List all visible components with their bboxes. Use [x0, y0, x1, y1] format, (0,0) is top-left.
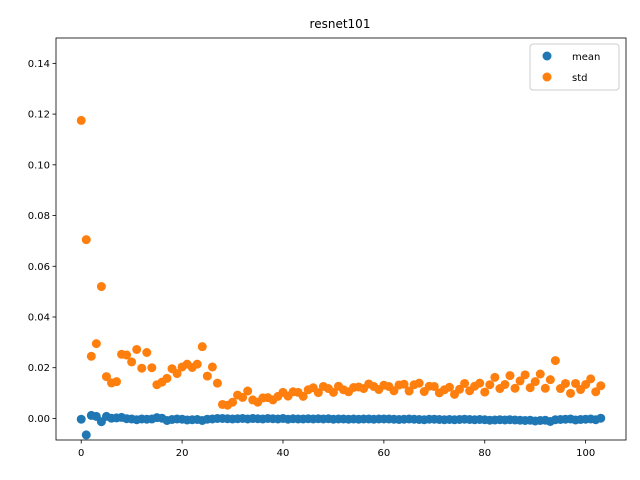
y-tick-label: 0.00 — [28, 414, 50, 425]
y-axis: 0.00 0.02 0.04 0.06 0.08 0.10 0.12 0.14 — [28, 59, 56, 425]
legend-marker-std — [542, 72, 552, 82]
std-point — [122, 350, 132, 360]
std-point — [76, 115, 86, 125]
std-point — [162, 373, 172, 383]
std-point — [566, 388, 576, 398]
legend-label-mean: mean — [572, 52, 600, 63]
std-point — [485, 380, 495, 390]
std-point — [535, 369, 545, 379]
std-point — [238, 392, 248, 402]
std-point — [112, 377, 122, 387]
std-point — [101, 372, 111, 382]
x-tick-label: 60 — [378, 448, 391, 459]
x-tick-label: 0 — [78, 448, 84, 459]
std-point — [81, 235, 91, 245]
y-tick-label: 0.12 — [28, 110, 50, 121]
std-point — [192, 359, 202, 369]
std-point — [540, 383, 550, 393]
std-point — [142, 347, 152, 357]
std-point — [328, 387, 338, 397]
y-tick-label: 0.08 — [28, 211, 50, 222]
std-point — [596, 381, 606, 391]
std-point — [515, 376, 525, 386]
std-point — [228, 397, 238, 407]
mean-point — [596, 413, 606, 423]
std-point — [298, 391, 308, 401]
x-tick-label: 20 — [176, 448, 189, 459]
std-point — [404, 386, 414, 396]
std-point — [197, 342, 207, 352]
std-point — [500, 379, 510, 389]
std-point — [510, 383, 520, 393]
mean-point — [76, 414, 86, 424]
y-tick-label: 0.06 — [28, 262, 50, 273]
std-point — [86, 351, 96, 361]
std-point — [202, 371, 212, 381]
series-mean — [76, 410, 606, 440]
series-std — [76, 115, 606, 410]
chart-title: resnet101 — [310, 17, 371, 31]
legend-box — [529, 43, 620, 91]
x-axis: 0 20 40 60 80 100 — [78, 440, 595, 459]
std-point — [505, 371, 515, 381]
std-point — [480, 387, 490, 397]
std-point — [147, 363, 157, 373]
y-tick-label: 0.10 — [28, 160, 50, 171]
legend: mean std — [529, 43, 620, 91]
std-point — [530, 377, 540, 387]
axes-frame — [55, 37, 627, 441]
plot-area — [56, 38, 626, 440]
std-point — [455, 384, 465, 394]
x-tick-label: 40 — [277, 448, 290, 459]
std-point — [127, 357, 137, 367]
x-tick-label: 80 — [478, 448, 491, 459]
std-point — [571, 378, 581, 388]
std-point — [550, 356, 560, 366]
y-tick-label: 0.02 — [28, 363, 50, 374]
std-point — [96, 282, 106, 292]
std-point — [475, 378, 485, 388]
std-point — [389, 386, 399, 396]
std-point — [591, 387, 601, 397]
std-point — [429, 381, 439, 391]
std-point — [444, 382, 454, 392]
std-point — [207, 362, 217, 372]
std-point — [243, 386, 253, 396]
legend-label-std: std — [572, 73, 587, 84]
legend-marker-mean — [542, 51, 552, 61]
std-point — [399, 379, 409, 389]
y-tick-label: 0.04 — [28, 312, 50, 323]
std-point — [525, 383, 535, 393]
mean-point — [81, 430, 91, 440]
std-point — [490, 372, 500, 382]
std-point — [212, 378, 222, 388]
std-point — [460, 378, 470, 388]
series-layer — [76, 115, 606, 440]
std-point — [560, 378, 570, 388]
std-point — [586, 374, 596, 384]
axes-background — [56, 38, 626, 440]
y-tick-label: 0.14 — [28, 59, 50, 70]
std-point — [91, 339, 101, 349]
std-point — [137, 363, 147, 373]
x-tick-label: 100 — [576, 448, 595, 459]
std-point — [313, 388, 323, 398]
std-point — [520, 370, 530, 380]
std-point — [414, 378, 424, 388]
std-point — [132, 344, 142, 354]
std-point — [172, 369, 182, 379]
std-point — [545, 375, 555, 385]
